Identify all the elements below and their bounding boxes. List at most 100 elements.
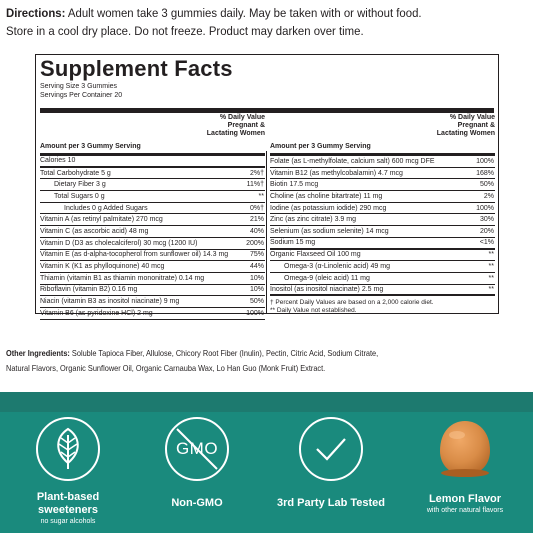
- nutrient-name: Organic Flaxseed Oil 100 mg: [270, 251, 361, 259]
- serving-size: Serving Size 3 Gummies: [40, 83, 118, 90]
- nutrient-row: Total Sugars 0 g **: [40, 191, 265, 203]
- supplement-facts-panel: Supplement Facts Serving Size 3 Gummies …: [35, 54, 499, 320]
- nutrient-row: Omega-9 (oleic acid) 11 mg **: [270, 273, 495, 285]
- badge-lemon-label: Lemon Flavor: [428, 493, 502, 505]
- nutrient-daily-value: 50%: [479, 181, 494, 189]
- nutrient-name: Vitamin E (as d-alpha-tocopherol from su…: [40, 251, 229, 259]
- nutrient-row: Vitamin B12 (as methylcobalamin) 4.7 mcg…: [270, 168, 495, 180]
- nutrient-row: Biotin 17.5 mcg 50%: [270, 179, 495, 192]
- nutrient-name: Vitamin D (D3 as cholecalciferol) 30 mcg…: [40, 239, 198, 247]
- nutrient-row: Niacin (vitamin B3 as inositol niacinate…: [40, 296, 265, 308]
- nutrient-daily-value: 0%†: [249, 204, 264, 212]
- nutrient-name: Folate (as L-methylfolate, calcium salt)…: [270, 157, 435, 165]
- nutrient-daily-value: 21%: [249, 216, 264, 224]
- badge-lab-tested-label: 3rd Party Lab Tested: [277, 497, 385, 509]
- nutrient-daily-value: 30%: [479, 216, 494, 224]
- leaf-icon: [36, 417, 100, 481]
- nutrient-name: Selenium (as sodium selenite) 14 mcg: [270, 227, 389, 235]
- badge-non-gmo: GMO Non-GMO: [137, 417, 257, 510]
- nutrient-daily-value: 44%: [249, 263, 264, 271]
- badge-plant-sub: no sugar alcohols: [40, 518, 96, 525]
- thick-rule: [40, 108, 494, 113]
- footnote-dv: † Percent Daily Values are based on a 2,…: [270, 299, 434, 307]
- nutrient-row: Inositol (as inositol niacinate) 2.5 mg *…: [270, 285, 495, 297]
- nutrient-daily-value: 100%: [476, 157, 494, 165]
- nutrient-daily-value: 10%: [249, 286, 264, 294]
- nutrient-row: Vitamin D (D3 as cholecalciferol) 30 mcg…: [40, 238, 265, 250]
- nutrient-daily-value: 200%: [246, 239, 264, 247]
- nutrient-daily-value: 168%: [476, 169, 494, 177]
- footnotes: † Percent Daily Values are based on a 2,…: [270, 299, 495, 315]
- gummy-icon: [430, 417, 500, 481]
- nutrient-row: Vitamin K (K1 as phylloquinone) 40 mcg 44…: [40, 261, 265, 273]
- nutrient-daily-value: 2%†: [249, 169, 264, 177]
- nutrient-name: Omega-3 (α-Linolenic acid) 49 mg: [284, 263, 390, 271]
- nutrient-name: Vitamin B12 (as methylcobalamin) 4.7 mcg: [270, 169, 403, 177]
- dv-header-line1: % Daily Value: [449, 114, 495, 121]
- badge-lab-tested: 3rd Party Lab Tested: [266, 417, 396, 510]
- nutrient-daily-value: 11%†: [246, 181, 264, 189]
- nutrient-daily-value: 10%: [249, 274, 264, 282]
- dv-header-line1: % Daily Value: [219, 114, 265, 121]
- other-ingredients: Other Ingredients: Soluble Tapioca Fiber…: [6, 346, 533, 376]
- nutrient-daily-value: **: [488, 263, 494, 271]
- nutrient-row: Vitamin C (as ascorbic acid) 48 mg 40%: [40, 226, 265, 238]
- nutrient-row: Sodium 15 mg <1%: [270, 238, 495, 250]
- nutrient-row: Omega-3 (α-Linolenic acid) 49 mg **: [270, 261, 495, 273]
- nutrient-row: Vitamin B6 (as pyridoxine HCl) 2 mg 100%: [40, 308, 265, 320]
- directions-line1: Adult women take 3 gummies daily. May be…: [65, 6, 422, 20]
- nutrient-daily-value: 50%: [249, 298, 264, 306]
- badge-plant-based: Plant-based sweeteners no sugar alcohols: [8, 417, 128, 527]
- nutrient-name: Calories 10: [40, 157, 76, 165]
- nutrient-name: Total Sugars 0 g: [54, 192, 105, 200]
- nutrient-daily-value: 20%: [479, 227, 494, 235]
- nutrient-name: Omega-9 (oleic acid) 11 mg: [284, 274, 370, 282]
- nutrient-row: Dietary Fiber 3 g 11%†: [40, 179, 265, 192]
- servings-per-container: Servings Per Container 20: [40, 92, 123, 99]
- dv-header-line2: Pregnant &: [227, 122, 265, 129]
- nutrient-row: Organic Flaxseed Oil 100 mg **: [270, 250, 495, 262]
- no-gmo-icon: GMO: [165, 417, 229, 481]
- dv-header: % Daily Value Pregnant & Lactating Women: [437, 114, 495, 138]
- facts-title: Supplement Facts: [40, 56, 233, 81]
- left-column: % Daily Value Pregnant & Lactating Women…: [40, 112, 265, 320]
- nutrient-daily-value: **: [488, 285, 494, 293]
- footnote-not-established: ** Daily Value not established.: [270, 307, 357, 315]
- right-rows: Folate (as L-methylfolate, calcium salt)…: [270, 156, 495, 297]
- nutrient-row: Selenium (as sodium selenite) 14 mcg 20%: [270, 226, 495, 238]
- amount-header: Amount per 3 Gummy Serving: [270, 143, 371, 150]
- nutrient-name: Vitamin A (as retinyl palmitate) 270 mcg: [40, 216, 163, 224]
- nutrient-name: Includes 0 g Added Sugars: [64, 204, 148, 212]
- nutrient-daily-value: 100%: [246, 309, 264, 317]
- nutrient-row: Iodine (as potassium iodide) 290 mcg 100%: [270, 203, 495, 215]
- nutrient-row: Total Carbohydrate 5 g 2%†: [40, 168, 265, 180]
- nutrient-row: Zinc (as zinc citrate) 3.9 mg 30%: [270, 214, 495, 227]
- badge-lemon-flavor: Lemon Flavor with other natural flavors: [405, 417, 525, 516]
- nutrient-name: Sodium 15 mg: [270, 239, 316, 247]
- nutrient-daily-value: 75%: [249, 251, 264, 259]
- nutrient-row: Vitamin A (as retinyl palmitate) 270 mcg…: [40, 214, 265, 227]
- nutrient-name: Vitamin C (as ascorbic acid) 48 mg: [40, 227, 149, 235]
- nutrient-row: Vitamin E (as d-alpha-tocopherol from su…: [40, 250, 265, 262]
- right-column: % Daily Value Pregnant & Lactating Women…: [270, 112, 495, 315]
- directions-line2: Store in a cool dry place. Do not freeze…: [6, 24, 364, 38]
- nutrient-name: Thiamin (vitamin B1 as thiamin mononitra…: [40, 274, 205, 282]
- dv-header-line3: Lactating Women: [206, 130, 265, 137]
- nutrient-row: Riboflavin (vitamin B2) 0.16 mg 10%: [40, 285, 265, 297]
- nutrient-daily-value: <1%: [479, 239, 494, 247]
- nutrient-name: Riboflavin (vitamin B2) 0.16 mg: [40, 286, 138, 294]
- dv-header-line3: Lactating Women: [436, 130, 495, 137]
- dv-header: % Daily Value Pregnant & Lactating Women: [207, 114, 265, 138]
- other-ingredients-label: Other Ingredients:: [6, 348, 70, 358]
- checkmark-icon: [299, 417, 363, 481]
- other-ingredients-line2: Natural Flavors, Organic Sunflower Oil, …: [6, 363, 326, 373]
- nutrient-daily-value: 100%: [476, 204, 494, 212]
- nutrient-name: Total Carbohydrate 5 g: [40, 169, 111, 177]
- column-divider: [266, 151, 267, 313]
- nutrient-daily-value: 40%: [249, 227, 264, 235]
- nutrient-row: Calories 10: [40, 156, 265, 168]
- directions-label: Directions:: [6, 6, 66, 20]
- nutrient-name: Vitamin B6 (as pyridoxine HCl) 2 mg: [40, 309, 153, 317]
- nutrient-name: Inositol (as inositol niacinate) 2.5 mg: [270, 285, 384, 293]
- nutrient-name: Choline (as choline bitartrate) 11 mg: [270, 192, 383, 200]
